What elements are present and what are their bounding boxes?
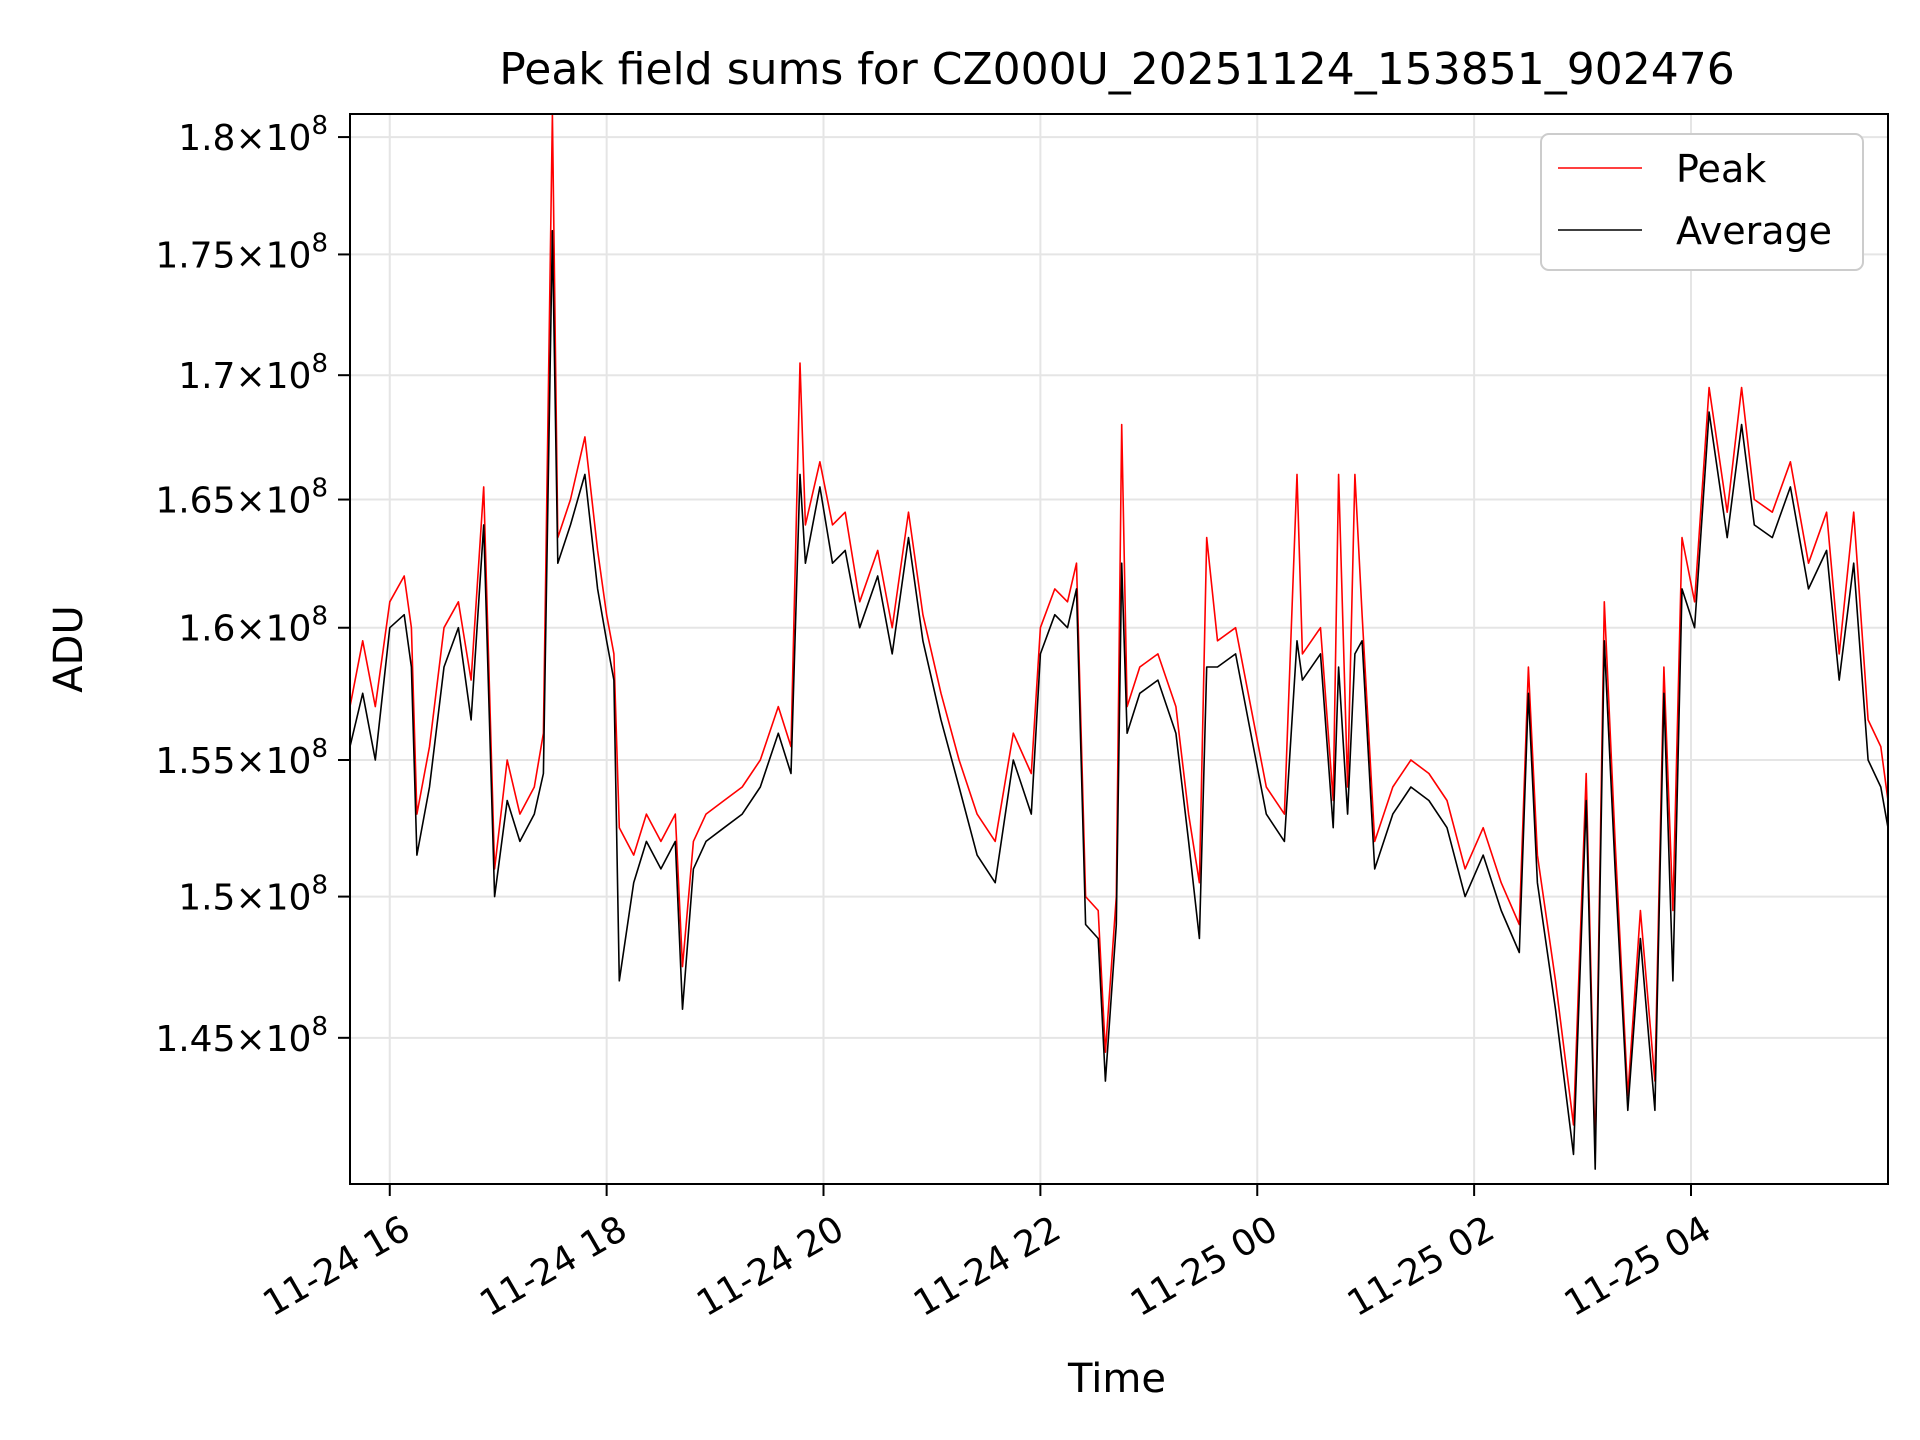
y-tick-exponent: 8: [311, 602, 328, 632]
x-axis-label: Time: [1067, 1356, 1166, 1402]
legend-label-peak: Peak: [1676, 147, 1766, 191]
y-tick-exponent: 8: [311, 349, 328, 379]
y-tick-mantissa: 1.8: [178, 118, 235, 159]
y-tick-mantissa: 1.75: [155, 235, 235, 276]
series-line-average: [350, 229, 1888, 1170]
legend: Peak Average: [1540, 133, 1864, 271]
plot-frame: [349, 113, 1889, 1185]
y-tick-mantissa: 1.6: [178, 609, 235, 650]
y-tick-base: ×10: [235, 481, 311, 522]
y-tick-base: ×10: [235, 235, 311, 276]
y-tick-mantissa: 1.7: [178, 356, 235, 397]
series-line-peak: [350, 114, 1888, 1156]
y-tick-exponent: 8: [311, 871, 328, 901]
y-tick-label: 1.55×108: [155, 734, 328, 782]
y-tick-mantissa: 1.55: [155, 741, 235, 782]
y-tick-label: 1.5×108: [178, 871, 328, 919]
y-tick-base: ×10: [235, 1019, 311, 1060]
y-tick-exponent: 8: [311, 228, 328, 258]
y-tick-base: ×10: [235, 356, 311, 397]
y-tick-base: ×10: [235, 609, 311, 650]
y-axis: 1.45×1081.5×1081.55×1081.6×1081.65×1081.…: [155, 111, 350, 1060]
y-axis-label: ADU: [46, 605, 92, 692]
y-tick-mantissa: 1.5: [178, 878, 235, 919]
y-tick-base: ×10: [235, 118, 311, 159]
y-tick-exponent: 8: [311, 474, 328, 504]
legend-label-average: Average: [1676, 209, 1832, 253]
y-tick-label: 1.65×108: [155, 474, 328, 522]
y-tick-base: ×10: [235, 878, 311, 919]
plot-lines: [350, 114, 1888, 1170]
y-tick-mantissa: 1.45: [155, 1019, 235, 1060]
y-tick-exponent: 8: [311, 1012, 328, 1042]
y-tick-label: 1.6×108: [178, 602, 328, 650]
y-tick-label: 1.45×108: [155, 1012, 328, 1060]
chart-title: Peak field sums for CZ000U_20251124_1538…: [499, 44, 1734, 95]
y-tick-exponent: 8: [311, 111, 328, 141]
y-tick-base: ×10: [235, 741, 311, 782]
y-tick-label: 1.75×108: [155, 228, 328, 276]
y-tick-label: 1.7×108: [178, 349, 328, 397]
y-tick-mantissa: 1.65: [155, 481, 235, 522]
y-tick-label: 1.8×108: [178, 111, 328, 159]
y-tick-exponent: 8: [311, 734, 328, 764]
